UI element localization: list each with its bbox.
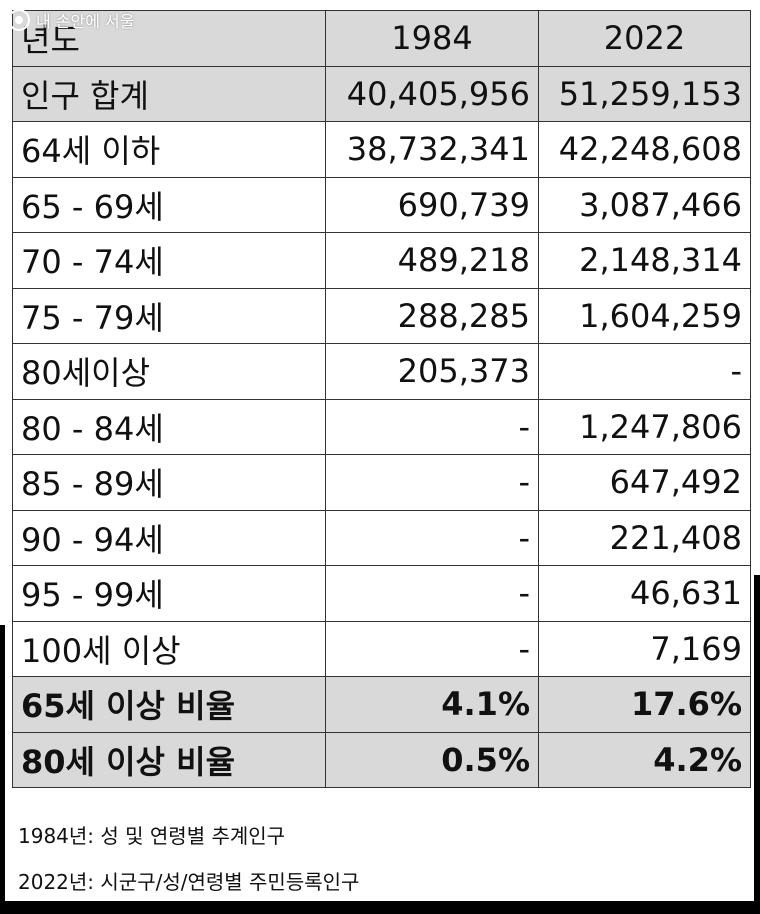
row-label: 85 - 89세 <box>12 454 326 511</box>
table-row: 100세 이상 - 7,169 <box>12 620 751 677</box>
table-row: 65 - 69세 690,739 3,087,466 <box>12 176 751 233</box>
population-table: 년도 1984 2022 인구 합계 40,405,956 51,259,153… <box>12 10 751 788</box>
seoul-logo-icon <box>8 9 30 31</box>
header-1984: 1984 <box>325 10 539 67</box>
source-note-2022: 2022년: 시군구/성/연령별 주민등록인구 <box>18 870 360 894</box>
header-2022: 2022 <box>538 10 751 67</box>
row-value-2022: 2,148,314 <box>538 232 751 289</box>
ratio-value-1984: 4.1% <box>325 676 539 733</box>
row-label: 70 - 74세 <box>12 232 326 289</box>
row-value-2022: 647,492 <box>538 454 751 511</box>
row-value-1984: 205,373 <box>325 343 539 400</box>
row-value-2022: 1,604,259 <box>538 287 751 344</box>
row-value-2022: 46,631 <box>538 565 751 622</box>
watermark: 내 손안에 서울 <box>8 8 135 32</box>
table-row: 95 - 99세 - 46,631 <box>12 565 751 622</box>
row-value-1984: - <box>325 454 539 511</box>
table-row: 75 - 79세 288,285 1,604,259 <box>12 287 751 344</box>
row-label: 80 - 84세 <box>12 398 326 455</box>
ratio-label: 65세 이상 비율 <box>12 676 326 733</box>
header-row: 년도 1984 2022 <box>12 10 751 67</box>
ratio-row-80: 80세 이상 비율 0.5% 4.2% <box>12 731 751 788</box>
image-edge-left <box>0 625 5 901</box>
row-value-1984: 489,218 <box>325 232 539 289</box>
row-value-2022: 7,169 <box>538 620 751 677</box>
table-row: 64세 이하 38,732,341 42,248,608 <box>12 121 751 178</box>
row-value-2022: 1,247,806 <box>538 398 751 455</box>
image-edge-right <box>754 575 760 901</box>
row-label: 65 - 69세 <box>12 176 326 233</box>
ratio-label: 80세 이상 비율 <box>12 731 326 788</box>
row-value-1984: 690,739 <box>325 176 539 233</box>
row-value-2022: - <box>538 343 751 400</box>
ratio-row-65: 65세 이상 비율 4.1% 17.6% <box>12 676 751 733</box>
total-2022: 51,259,153 <box>538 65 751 122</box>
ratio-value-1984: 0.5% <box>325 731 539 788</box>
row-label: 80세이상 <box>12 343 326 400</box>
row-value-1984: - <box>325 398 539 455</box>
source-note-1984: 1984년: 성 및 연령별 추계인구 <box>18 824 286 848</box>
row-label: 75 - 79세 <box>12 287 326 344</box>
total-label: 인구 합계 <box>12 65 326 122</box>
watermark-text: 내 손안에 서울 <box>36 12 135 31</box>
row-value-2022: 3,087,466 <box>538 176 751 233</box>
row-value-1984: - <box>325 620 539 677</box>
row-value-2022: 42,248,608 <box>538 121 751 178</box>
row-value-2022: 221,408 <box>538 509 751 566</box>
total-1984: 40,405,956 <box>325 65 539 122</box>
total-row: 인구 합계 40,405,956 51,259,153 <box>12 65 751 122</box>
row-label: 90 - 94세 <box>12 509 326 566</box>
row-value-1984: - <box>325 565 539 622</box>
header-year-label: 년도 <box>12 10 326 67</box>
table-row: 80 - 84세 - 1,247,806 <box>12 398 751 455</box>
ratio-value-2022: 4.2% <box>538 731 751 788</box>
table-row: 70 - 74세 489,218 2,148,314 <box>12 232 751 289</box>
table-row: 85 - 89세 - 647,492 <box>12 454 751 511</box>
table-row: 90 - 94세 - 221,408 <box>12 509 751 566</box>
row-value-1984: 38,732,341 <box>325 121 539 178</box>
table-row: 80세이상 205,373 - <box>12 343 751 400</box>
row-label: 95 - 99세 <box>12 565 326 622</box>
row-value-1984: - <box>325 509 539 566</box>
source-notes: 1984년: 성 및 연령별 추계인구 2022년: 시군구/성/연령별 주민등… <box>18 822 738 914</box>
row-label: 100세 이상 <box>12 620 326 677</box>
ratio-value-2022: 17.6% <box>538 676 751 733</box>
row-value-1984: 288,285 <box>325 287 539 344</box>
row-label: 64세 이하 <box>12 121 326 178</box>
